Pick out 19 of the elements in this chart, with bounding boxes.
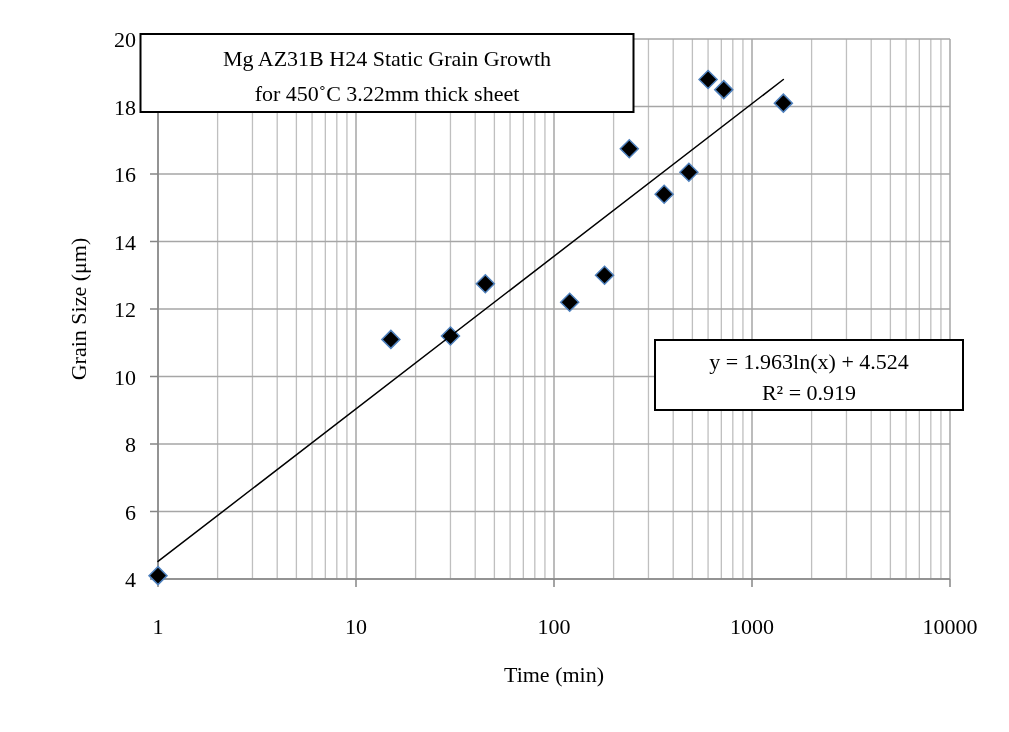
x-tick-label: 1000: [730, 614, 774, 639]
title-box: Mg AZ31B H24 Static Grain Growth for 450˚C 3.22mm thick sheet: [139, 33, 635, 113]
y-tick-label: 14: [114, 229, 136, 255]
x-tick-label: 10000: [922, 614, 978, 639]
y-tick-label: 6: [125, 499, 136, 525]
y-tick-label: 18: [114, 94, 136, 120]
y-tick-label: 16: [114, 162, 136, 187]
y-axis-title: Grain Size (μm): [66, 237, 91, 381]
equation-box: y = 1.963ln(x) + 4.524 R² = 0.919: [654, 339, 964, 411]
y-tick-label: 20: [114, 27, 136, 52]
y-tick-label: 12: [114, 297, 136, 322]
x-tick-label: 100: [537, 614, 571, 639]
x-tick-label: 1: [152, 614, 164, 639]
x-axis-title: Time (min): [503, 662, 605, 687]
y-tick-label: 4: [125, 567, 136, 592]
x-tick-label: 10: [345, 614, 367, 639]
y-tick-label: 8: [125, 432, 136, 457]
y-tick-label: 10: [114, 364, 136, 390]
annotation: y = 1.963ln(x) + 4.524 R² = 0.919: [709, 349, 909, 406]
